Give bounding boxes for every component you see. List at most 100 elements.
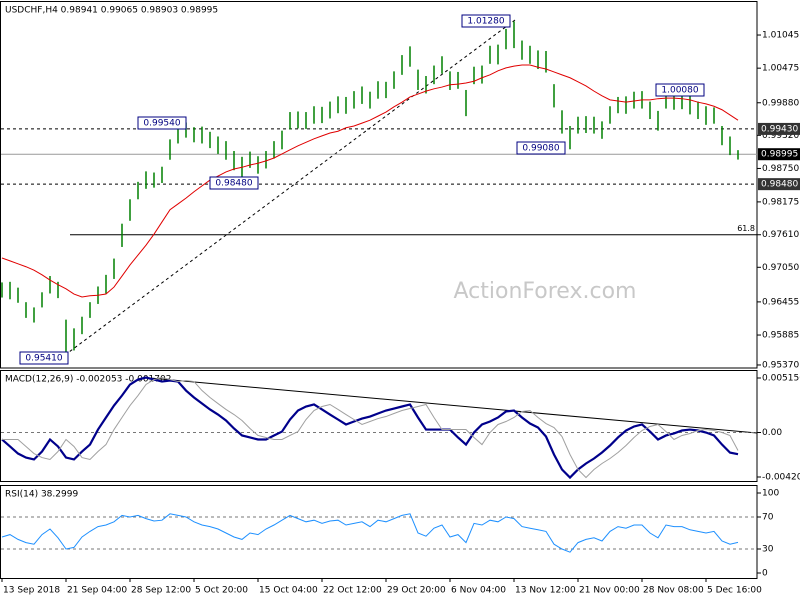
y-tick-label: -0.004209	[762, 473, 800, 483]
price-bar	[377, 81, 379, 99]
price-bar	[649, 101, 651, 120]
price-bar	[65, 319, 67, 363]
price-bar	[137, 181, 139, 200]
price-bar	[441, 56, 443, 74]
annotation-box	[209, 176, 259, 190]
price-bar	[169, 139, 171, 160]
y-tick-label: 0.95885	[762, 331, 799, 341]
annotation-box	[516, 141, 566, 155]
price-bar	[417, 69, 419, 90]
price-bar	[241, 156, 243, 185]
x-tick-label: 21 Nov 00:00	[579, 586, 640, 596]
price-bar	[561, 110, 563, 134]
price-bar	[297, 111, 299, 129]
price-bar	[113, 258, 115, 279]
price-bar	[353, 91, 355, 109]
x-tick-label: 5 Oct 20:00	[195, 586, 248, 596]
price-bar	[337, 96, 339, 114]
moving-average	[1, 64, 739, 298]
y-tick-label: 0.95370	[762, 360, 799, 370]
price-bar	[49, 276, 51, 294]
price-bar	[713, 107, 715, 124]
price-bar	[505, 28, 507, 50]
price-bar	[281, 130, 283, 150]
price-bar	[329, 101, 331, 119]
price-bar	[601, 121, 603, 139]
y-tick-label: 0	[762, 569, 768, 579]
y-tick-label: 0.98175	[762, 197, 799, 207]
macd-trend-line	[149, 377, 758, 434]
level-box	[758, 178, 800, 191]
price-bar	[153, 172, 155, 188]
price-bar	[593, 116, 595, 134]
x-tick-label: 6 Nov 04:00	[451, 586, 506, 596]
price-bar	[633, 91, 635, 109]
price-bar	[9, 281, 11, 300]
indicator-line	[2, 377, 739, 479]
price-title: USDCHF,H4 0.98941 0.99065 0.98903 0.9899…	[5, 6, 218, 16]
price-bar	[105, 274, 107, 294]
price-bar	[729, 136, 731, 156]
level-box	[758, 148, 800, 161]
level-label: 0.98480	[761, 180, 798, 190]
x-tick-label: 15 Oct 04:00	[259, 586, 318, 596]
macd-frame	[0, 370, 758, 482]
price-bar	[465, 89, 467, 117]
y-tick-label: 0.97050	[762, 263, 799, 273]
annotation-label: 1.00080	[661, 86, 698, 96]
price-bar	[577, 116, 579, 134]
price-bar	[665, 91, 667, 109]
y-tick-label: 1.00475	[762, 64, 799, 74]
price-bar	[673, 91, 675, 110]
price-bar	[609, 106, 611, 124]
price-bar	[17, 287, 19, 303]
indicator-line	[1, 376, 739, 480]
price-bar	[313, 106, 315, 124]
price-bar	[537, 50, 539, 70]
price-bar	[265, 151, 267, 169]
annotation-box	[461, 14, 511, 28]
price-bar	[721, 126, 723, 146]
price-bar	[81, 316, 83, 335]
price-bar	[705, 106, 707, 125]
price-bar	[121, 223, 123, 247]
price-bar	[385, 81, 387, 99]
price-bar	[449, 71, 451, 90]
y-tick-label: 0.96455	[762, 297, 799, 307]
price-bar	[193, 127, 195, 143]
price-bar	[401, 55, 403, 75]
price-bar	[257, 156, 259, 174]
price-bar	[457, 71, 459, 89]
price-bar	[529, 45, 531, 64]
price-bar	[273, 141, 275, 159]
y-tick-label: 70	[762, 513, 774, 523]
price-bar	[73, 328, 75, 351]
price-bar	[369, 91, 371, 109]
annotation-box	[655, 83, 705, 97]
price-bar	[689, 95, 691, 115]
price-bar	[433, 65, 435, 85]
price-bar	[145, 171, 147, 189]
x-tick-label: 29 Oct 20:00	[387, 586, 446, 596]
y-tick-label: 30	[762, 545, 774, 555]
x-tick-label: 22 Oct 12:00	[323, 586, 382, 596]
annotation-label: 1.01280	[467, 17, 504, 27]
x-tick-label: 28 Sep 12:00	[131, 586, 191, 596]
annotation-label: 0.95410	[25, 354, 62, 364]
price-bar	[361, 86, 363, 104]
price-bar	[553, 84, 555, 108]
rsi-frame	[0, 485, 758, 579]
price-bar	[569, 126, 571, 150]
level-label: 0.99430	[761, 124, 798, 134]
price-bar	[289, 112, 291, 130]
price-bar	[425, 76, 427, 94]
price-bar	[161, 166, 163, 183]
price-bar	[625, 96, 627, 114]
price-bar	[617, 96, 619, 114]
price-bar	[521, 40, 523, 60]
price-bar	[497, 44, 499, 65]
price-bar	[249, 151, 251, 168]
price-bar	[393, 71, 395, 89]
price-bar	[177, 126, 179, 144]
x-tick-label: 28 Nov 08:00	[643, 586, 704, 596]
